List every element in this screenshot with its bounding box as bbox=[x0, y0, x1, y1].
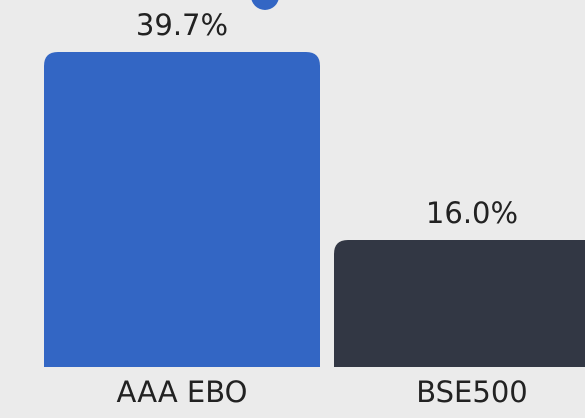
x-tick-label: AAA EBO bbox=[117, 375, 248, 409]
bar bbox=[44, 51, 320, 367]
x-tick-label: BSE500 bbox=[416, 375, 527, 409]
bar bbox=[334, 240, 585, 367]
value-label: 16.0% bbox=[426, 196, 518, 230]
legend-marker bbox=[251, 0, 279, 10]
value-label: 39.7% bbox=[136, 8, 228, 42]
